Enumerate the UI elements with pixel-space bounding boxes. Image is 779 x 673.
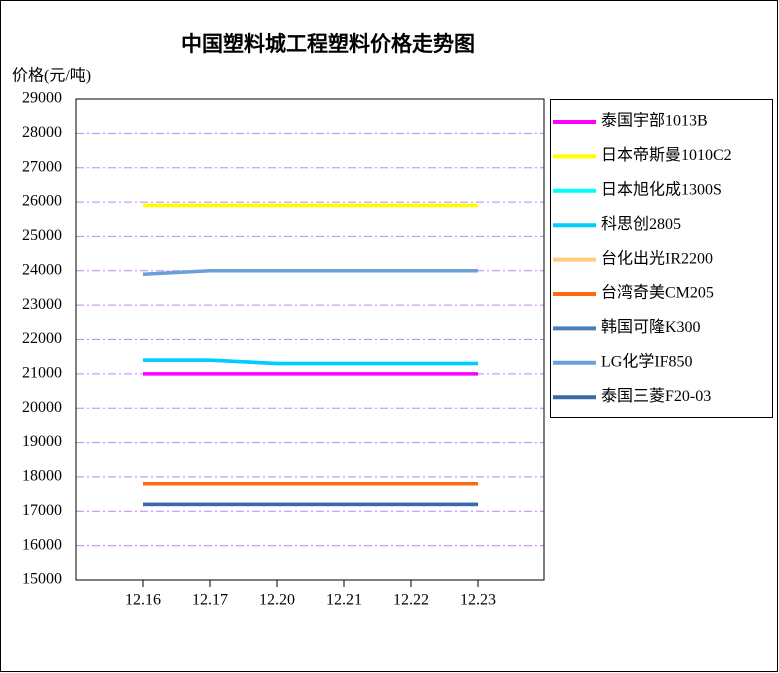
y-tick-label: 17000: [22, 502, 62, 519]
y-tick-label: 24000: [22, 261, 62, 278]
x-tick-label: 12.21: [326, 592, 362, 609]
y-tick-label: 20000: [22, 399, 62, 416]
y-axis-label: 价格(元/吨): [12, 67, 91, 85]
legend-label: 日本帝斯曼1010C2: [601, 146, 732, 164]
legend-label: 日本旭化成1300S: [601, 180, 722, 198]
legend-label: 台化出光IR2200: [601, 249, 713, 267]
x-tick-label: 12.16: [125, 592, 161, 609]
plot-area: [75, 98, 545, 581]
y-tick-label: 21000: [22, 365, 62, 382]
legend-label: 泰国宇部1013B: [601, 112, 708, 130]
y-tick-label: 26000: [22, 193, 62, 210]
x-tick-label: 12.20: [259, 592, 295, 609]
legend-label: LG化学IF850: [601, 352, 693, 370]
y-tick-label: 27000: [22, 158, 62, 175]
y-tick-label: 19000: [22, 433, 62, 450]
series-line: [143, 358, 478, 366]
y-tick-label: 18000: [22, 468, 62, 485]
y-tick-label: 25000: [22, 227, 62, 244]
chart-title: 中国塑料城工程塑料价格走势图: [181, 32, 475, 56]
y-tick-label: 22000: [22, 330, 62, 347]
legend-label: 韩国可隆K300: [601, 318, 701, 336]
x-tick-label: 12.17: [192, 592, 228, 609]
y-tick-label: 29000: [22, 90, 62, 107]
x-tick-label: 12.23: [460, 592, 496, 609]
legend-label: 泰国三菱F20-03: [601, 387, 711, 405]
series-line: [142, 269, 478, 276]
y-tick-label: 23000: [22, 296, 62, 313]
x-tick-label: 12.22: [393, 592, 429, 609]
legend-label: 台湾奇美CM205: [601, 284, 714, 302]
y-tick-label: 16000: [22, 536, 62, 553]
y-tick-label: 15000: [22, 571, 62, 588]
y-tick-label: 28000: [22, 124, 62, 141]
legend-label: 科思创2805: [601, 215, 681, 233]
